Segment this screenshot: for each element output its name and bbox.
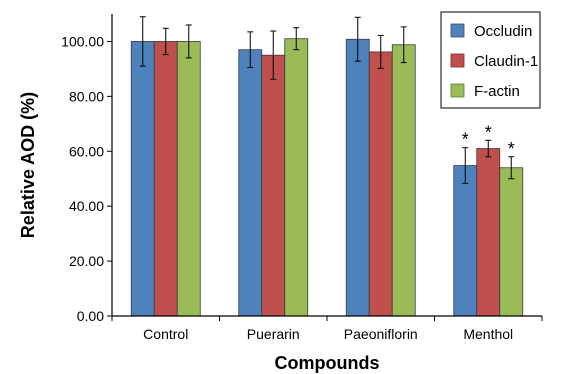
y-tick-label: 40.00: [69, 198, 104, 214]
bar-puerarin-occludin: [238, 49, 263, 317]
y-tick-label: 20.00: [69, 253, 104, 269]
y-tick-label: 60.00: [69, 143, 104, 159]
bar-puerarin-f-actin: [284, 38, 309, 317]
legend-swatch-claudin-1: [450, 53, 465, 68]
x-tick-label-paeoniflorin: Paeoniflorin: [344, 326, 418, 342]
x-tick-label-menthol: Menthol: [463, 326, 513, 342]
legend: Occludin Claudin-1 F-actin: [440, 11, 541, 109]
bar-menthol-f-actin: [499, 167, 524, 317]
legend-label-occludin: Occludin: [474, 23, 532, 40]
bar-paeoniflorin-occludin: [345, 38, 370, 317]
ticks-layer: 0.00 20.00 40.00 60.00 80.00 100.00 Control Pue…: [61, 33, 543, 342]
significance-marker: *: [485, 122, 492, 142]
bar-menthol-claudin-1: [476, 148, 501, 317]
bar-control-occludin: [130, 41, 155, 317]
legend-label-claudin-1: Claudin-1: [474, 53, 538, 70]
bar-puerarin-claudin-1: [261, 54, 286, 317]
x-axis-title: Compounds: [275, 353, 380, 373]
legend-label-f-actin: F-actin: [474, 83, 520, 100]
bar-control-claudin-1: [153, 41, 178, 317]
y-tick-label: 80.00: [69, 88, 104, 104]
legend-swatch-f-actin: [450, 83, 465, 98]
x-tick-label-puerarin: Puerarin: [247, 326, 300, 342]
significance-marker: *: [462, 130, 469, 150]
x-tick-label-control: Control: [143, 326, 188, 342]
significance-marker: *: [508, 139, 515, 159]
bar-menthol-occludin: [453, 165, 478, 317]
bar-paeoniflorin-f-actin: [391, 44, 416, 317]
y-tick-label: 0.00: [77, 308, 104, 324]
bar-control-f-actin: [176, 41, 201, 317]
bars-layer: * * *: [130, 16, 524, 317]
y-tick-label: 100.00: [61, 33, 104, 49]
bar-paeoniflorin-claudin-1: [368, 51, 393, 317]
y-axis-title: Relative AOD (%): [18, 92, 38, 238]
legend-swatch-occludin: [450, 23, 465, 38]
